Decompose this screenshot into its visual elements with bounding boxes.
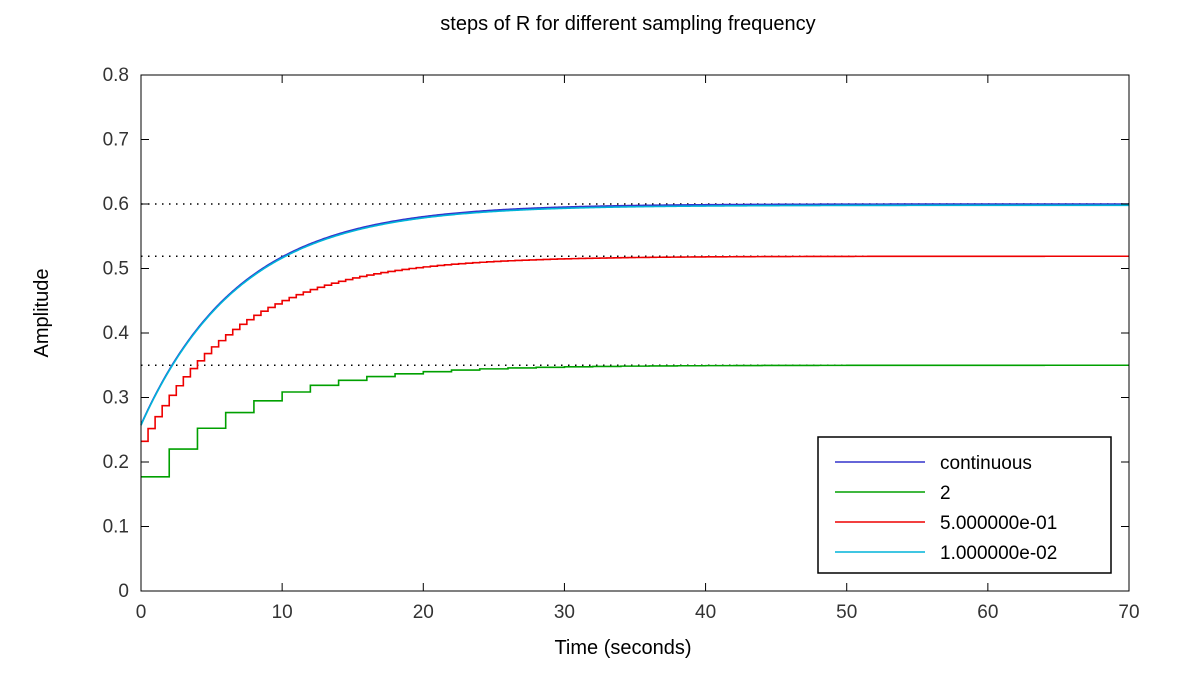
x-axis-label: Time (seconds) xyxy=(554,637,691,659)
y-tick-label: 0.2 xyxy=(103,452,129,473)
x-tick-label: 40 xyxy=(695,602,716,623)
y-tick-label: 0.3 xyxy=(103,388,129,409)
y-axis-label: Amplitude xyxy=(31,269,53,358)
legend: continuous 2 5.000000e-01 1.000000e-02 xyxy=(817,436,1112,574)
legend-label: 1.000000e-02 xyxy=(940,543,1057,564)
y-tick-label: 0 xyxy=(118,581,129,602)
legend-label: continuous xyxy=(940,453,1032,474)
y-tick-label: 0.8 xyxy=(103,65,129,86)
series-line-0 xyxy=(140,203,1129,425)
y-tick-label: 0.1 xyxy=(103,517,129,538)
legend-label: 5.000000e-01 xyxy=(940,513,1057,534)
series-line-2 xyxy=(141,255,1129,443)
x-tick-label: 70 xyxy=(1118,602,1139,623)
x-tick-label: 60 xyxy=(977,602,998,623)
y-tick-label: 0.7 xyxy=(103,130,129,151)
x-axis: 0 10 20 30 40 50 60 70 xyxy=(136,75,1140,623)
legend-box xyxy=(817,436,1112,574)
y-tick-label: 0.4 xyxy=(103,323,130,344)
chart-title: steps of R for different sampling freque… xyxy=(440,13,815,35)
y-tick-label: 0.5 xyxy=(103,259,129,280)
x-tick-label: 10 xyxy=(272,602,293,623)
x-tick-label: 20 xyxy=(413,602,434,623)
legend-label: 2 xyxy=(940,483,951,504)
x-tick-label: 30 xyxy=(554,602,575,623)
series-layer xyxy=(140,203,1129,478)
x-tick-label: 0 xyxy=(136,602,147,623)
y-axis: 0 0.1 0.2 0.3 0.4 0.5 0.6 0.7 0.8 xyxy=(103,65,1129,602)
series-line-3 xyxy=(140,204,1129,426)
series-line-1 xyxy=(141,364,1129,478)
x-tick-label: 50 xyxy=(836,602,857,623)
y-tick-label: 0.6 xyxy=(103,194,129,215)
